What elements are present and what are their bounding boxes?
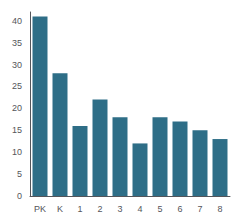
svg-text:25: 25 [12,81,22,91]
svg-text:1: 1 [77,204,82,214]
svg-text:5: 5 [157,204,162,214]
svg-text:7: 7 [197,204,202,214]
svg-text:8: 8 [217,204,222,214]
svg-text:20: 20 [12,103,22,113]
svg-text:40: 40 [12,16,22,26]
svg-text:0: 0 [17,191,22,201]
svg-text:15: 15 [12,125,22,135]
svg-text:10: 10 [12,147,22,157]
svg-text:30: 30 [12,60,22,70]
svg-text:K: K [57,204,63,214]
svg-text:35: 35 [12,38,22,48]
svg-text:3: 3 [117,204,122,214]
svg-text:5: 5 [17,169,22,179]
svg-text:4: 4 [137,204,142,214]
svg-text:2: 2 [97,204,102,214]
svg-text:6: 6 [177,204,182,214]
svg-text:PK: PK [34,204,46,214]
